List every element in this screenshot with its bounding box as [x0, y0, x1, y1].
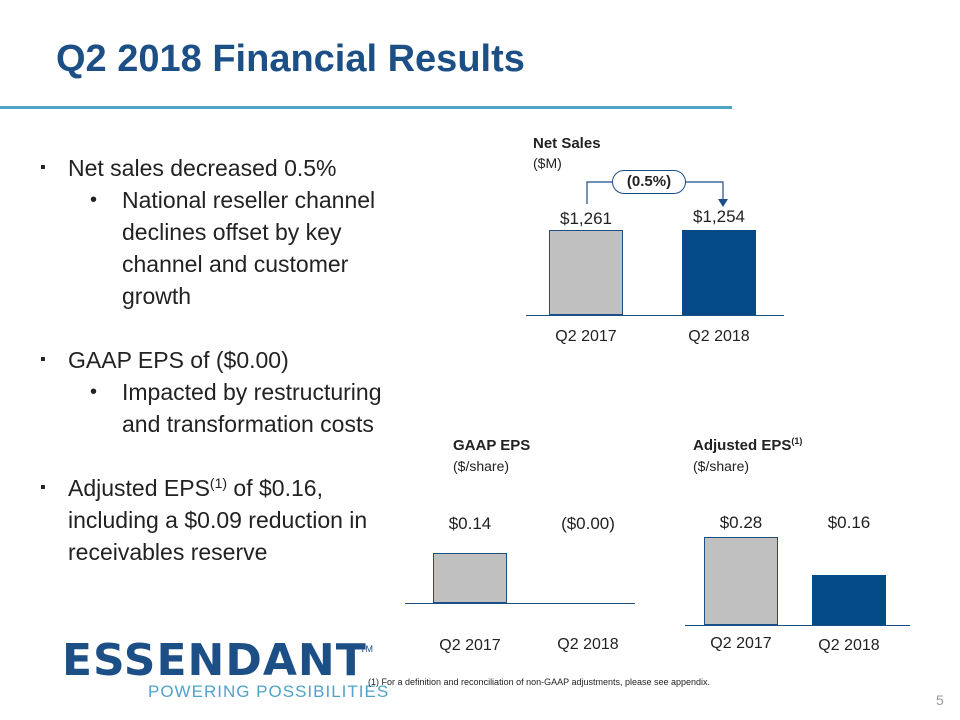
- adjusted-eps-title-sup: (1): [791, 436, 803, 446]
- gaap-eps-title: GAAP EPS: [453, 437, 531, 454]
- footnote-marker: (1): [209, 475, 228, 491]
- net-sales-bar-q2-2018: [682, 230, 756, 315]
- net-sales-bar-q2-2017: [549, 230, 623, 315]
- net-sales-change-badge: (0.5%): [612, 170, 686, 194]
- net-sales-subtitle: ($M): [533, 155, 562, 171]
- gaap-eps-bar-q2-2017: [433, 553, 507, 603]
- net-sales-category-label: Q2 2018: [688, 328, 750, 345]
- net-sales-value-label: $1,261: [560, 209, 612, 228]
- adjusted-eps-bar-q2-2017: [704, 537, 778, 625]
- sub-bullet-net-sales: National reseller channel declines offse…: [40, 184, 420, 312]
- adjusted-eps-title: Adjusted EPS(1): [693, 436, 803, 455]
- page-number: 5: [936, 692, 944, 708]
- adjusted-eps-subtitle: ($/share): [693, 458, 750, 474]
- sub-bullet-gaap-eps: Impacted by restructuring and transforma…: [40, 376, 420, 440]
- footnote: (1) For a definition and reconciliation …: [368, 677, 711, 687]
- essendant-logo: ESSENDANT: [62, 635, 367, 686]
- adjusted-eps-category-label: Q2 2018: [818, 637, 880, 654]
- adjusted-eps-title-text: Adjusted EPS: [693, 437, 792, 454]
- gaap-eps-subtitle: ($/share): [453, 458, 510, 474]
- bullet-gaap-eps: GAAP EPS of ($0.00): [40, 344, 420, 376]
- adjusted-eps-value-label: $0.16: [827, 513, 871, 532]
- bullet-adjusted-eps-post: of $0.16, including a $0.09 reduction in…: [68, 475, 368, 565]
- trademark-mark: TM: [360, 644, 373, 654]
- bullet-adjusted-eps-pre: Adjusted EPS: [68, 475, 210, 501]
- bullet-adjusted-eps: Adjusted EPS(1) of $0.16, including a $0…: [40, 472, 420, 568]
- gaap-eps-category-label: Q2 2018: [557, 636, 619, 653]
- gaap-eps-value-label: ($0.00): [561, 514, 615, 533]
- title-underline: [0, 106, 732, 109]
- slide-title: Q2 2018 Financial Results: [56, 38, 525, 80]
- adjusted-eps-value-label: $0.28: [719, 513, 763, 532]
- adjusted-eps-category-label: Q2 2017: [710, 635, 772, 652]
- net-sales-title: Net Sales: [533, 135, 601, 152]
- bullet-net-sales: Net sales decreased 0.5%: [40, 152, 420, 184]
- adjusted-eps-bar-q2-2018: [812, 575, 886, 625]
- bullet-list: Net sales decreased 0.5% National resell…: [40, 152, 420, 568]
- net-sales-axis: [526, 315, 784, 316]
- net-sales-value-label: $1,254: [693, 207, 745, 226]
- gaap-eps-category-label: Q2 2017: [439, 637, 501, 654]
- net-sales-category-label: Q2 2017: [555, 328, 617, 345]
- logo-tagline: POWERING POSSIBILITIES: [148, 682, 390, 701]
- gaap-eps-value-label: $0.14: [448, 514, 492, 533]
- gaap-eps-axis: [405, 603, 635, 604]
- adjusted-eps-axis: [685, 625, 910, 626]
